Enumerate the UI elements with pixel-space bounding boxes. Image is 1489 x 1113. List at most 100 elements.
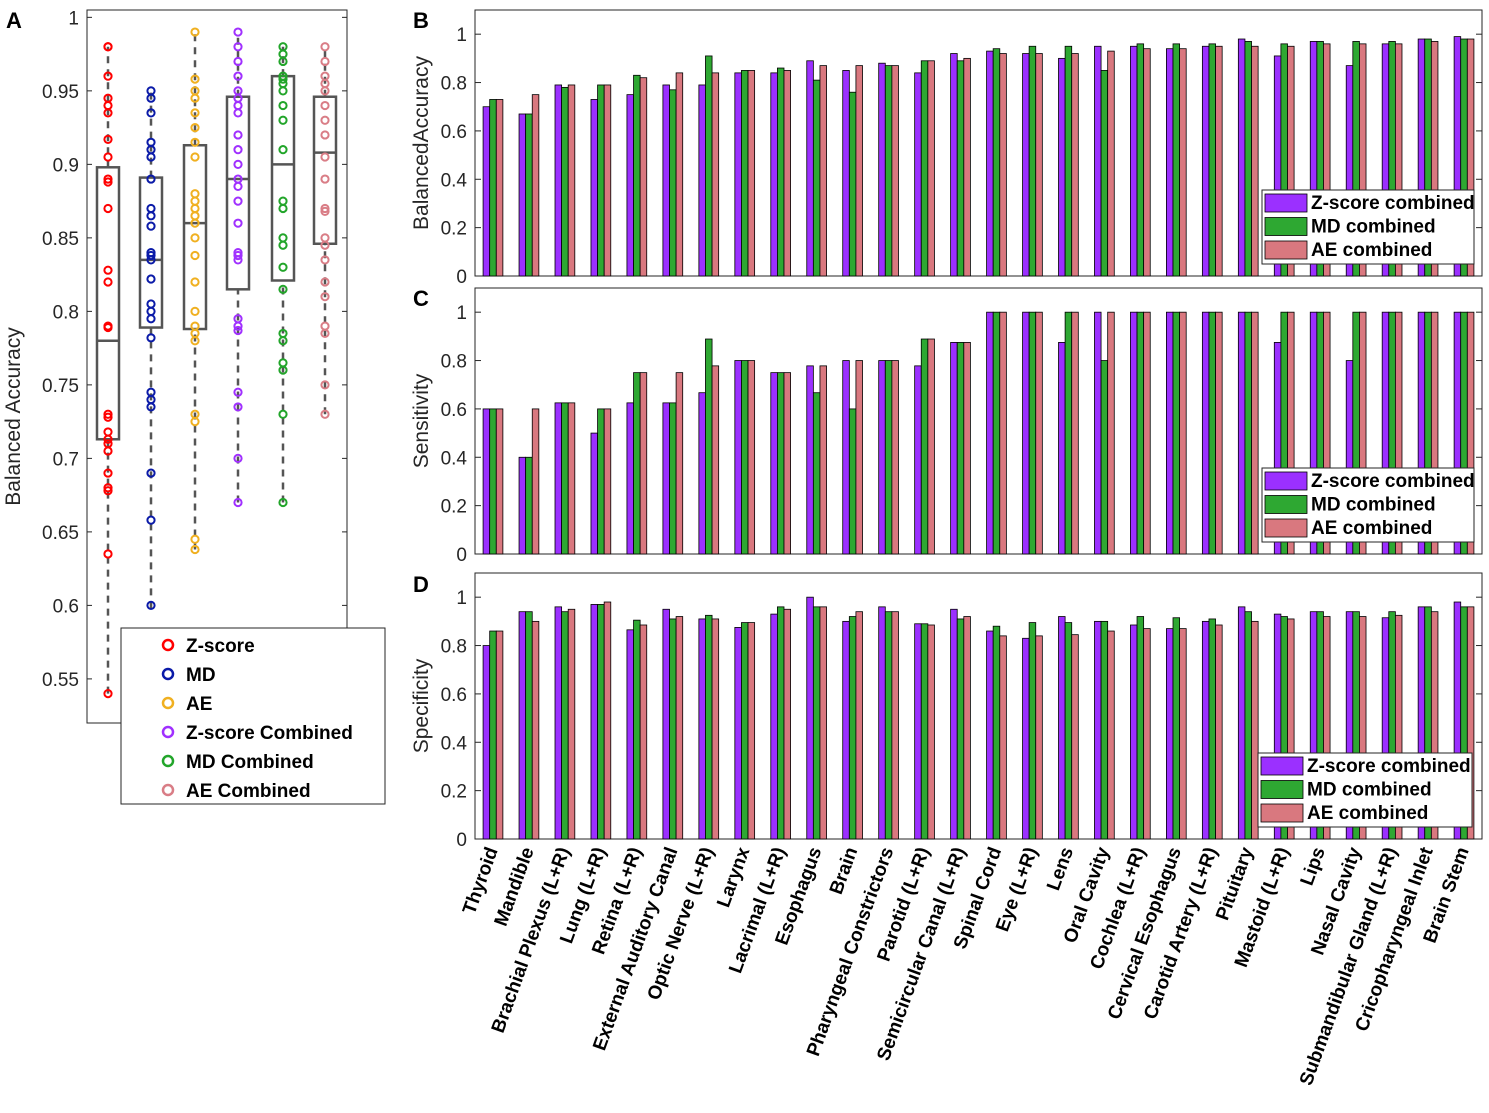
iqr-box [182, 143, 208, 331]
legend-marker [161, 754, 175, 768]
y-tick-label: 0.8 [441, 74, 467, 95]
bar [1172, 311, 1181, 555]
bar [819, 606, 827, 840]
data-point [103, 100, 113, 111]
panel-letter-c: C [413, 286, 429, 311]
bar [848, 616, 857, 840]
bar [999, 311, 1007, 555]
data-point [233, 27, 243, 37]
bar [554, 84, 563, 277]
bar [1430, 41, 1439, 277]
y-tick-label: 0.65 [42, 523, 79, 544]
legend-swatch [1264, 217, 1308, 236]
bar [914, 365, 922, 555]
bar [1130, 45, 1138, 277]
bar [567, 402, 576, 555]
bar [633, 619, 641, 840]
bar [1201, 620, 1210, 840]
bar [992, 311, 1001, 555]
bar [855, 611, 863, 840]
bar [1208, 43, 1216, 277]
data-point [278, 74, 288, 84]
bar [711, 618, 720, 840]
data-point [320, 115, 330, 125]
data-point [103, 203, 113, 214]
data-point [190, 152, 200, 162]
data-point [190, 93, 200, 103]
y-tick-label: 0.6 [441, 400, 467, 421]
legend-label: MD combined [1307, 780, 1432, 801]
legend-swatch [1260, 756, 1304, 776]
bar [639, 77, 648, 277]
data-point [103, 177, 113, 187]
bar [698, 392, 706, 555]
bar [639, 624, 648, 840]
bar [1359, 311, 1367, 555]
bar [747, 622, 756, 840]
data-point [278, 262, 288, 272]
iqr-box [270, 74, 296, 282]
bar [1179, 311, 1187, 555]
legend-label: AE combined [1311, 518, 1432, 539]
data-point [103, 108, 113, 118]
data-point [190, 277, 200, 287]
legend-swatch [1264, 193, 1308, 213]
iqr-box [312, 95, 338, 245]
data-point [320, 206, 330, 217]
data-point [190, 250, 200, 261]
bar [597, 604, 605, 840]
bar [891, 65, 899, 277]
data-point [190, 417, 200, 427]
box-group-md-combined [270, 42, 296, 508]
bar [1287, 618, 1295, 840]
bar [812, 606, 821, 840]
bar [986, 630, 994, 840]
category-label: Larynx [713, 844, 754, 910]
iqr-box [95, 166, 121, 441]
data-point [146, 93, 156, 103]
legend-swatch [1264, 471, 1308, 491]
bar [711, 365, 720, 555]
bar [1244, 41, 1252, 277]
bar [1022, 53, 1030, 277]
bar [1244, 611, 1252, 840]
bar [1237, 606, 1246, 840]
bar [567, 608, 576, 840]
bar [1035, 635, 1043, 840]
bar [1323, 616, 1331, 840]
bar [842, 360, 850, 555]
bar [675, 72, 684, 277]
bar [1094, 311, 1102, 555]
bar [842, 70, 850, 277]
legend-label: AE Combined [186, 781, 311, 802]
bar [639, 372, 648, 555]
y-tick-label: 1 [456, 25, 467, 46]
panel-letter-d: D [413, 572, 429, 597]
data-point [320, 130, 330, 140]
bar [711, 72, 720, 277]
y-tick-label: 0.2 [441, 782, 467, 803]
bar [734, 72, 742, 277]
bar [956, 60, 965, 277]
legend-label: Z-score combined [1307, 756, 1471, 777]
bar [1251, 620, 1259, 840]
data-point [103, 71, 113, 81]
bar [554, 402, 563, 555]
bar [920, 338, 929, 555]
bar [626, 94, 634, 277]
data-point [103, 468, 113, 478]
data-point [103, 434, 113, 444]
data-point [190, 196, 200, 206]
bar [662, 608, 670, 840]
bar [806, 60, 814, 277]
bar [590, 99, 598, 277]
legend-label: AE combined [1307, 803, 1428, 824]
bar [1430, 611, 1439, 840]
legend-label: AE combined [1311, 240, 1432, 261]
bar [1208, 311, 1216, 555]
panel-letter-b: B [413, 8, 429, 33]
bar [920, 623, 929, 840]
data-point [146, 468, 156, 478]
bar [734, 360, 742, 555]
y-tick-label: 0.2 [441, 219, 467, 240]
